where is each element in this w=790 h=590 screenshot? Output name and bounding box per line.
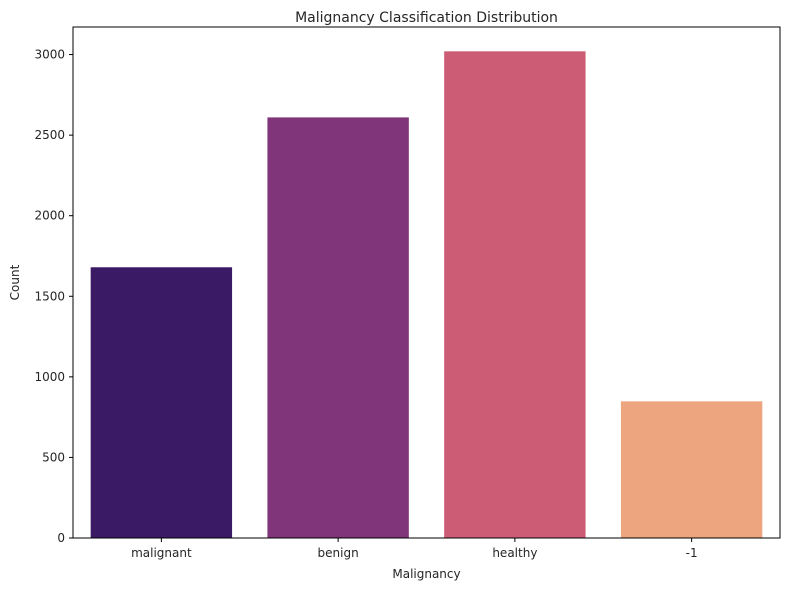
- y-tick-label: 1000: [34, 370, 65, 384]
- bar-minus-1: [620, 401, 763, 538]
- x-tick-label: -1: [686, 546, 698, 560]
- y-tick-label: 1500: [34, 289, 65, 303]
- x-axis-ticks: malignant benign healthy -1: [131, 538, 698, 560]
- y-axis-label: Count: [8, 264, 22, 300]
- plot-frame: [72, 26, 781, 539]
- y-tick-label: 2000: [34, 209, 65, 223]
- x-axis-label: Malignancy: [392, 567, 460, 581]
- bars-group: [90, 51, 763, 538]
- y-tick-label: 3000: [34, 48, 65, 62]
- y-tick-label: 2500: [34, 128, 65, 142]
- y-tick-label: 0: [57, 531, 65, 545]
- x-tick-label: benign: [318, 546, 359, 560]
- bar-benign: [267, 117, 409, 538]
- bar-healthy: [444, 51, 586, 538]
- y-axis-ticks: 0 500 1000 1500 2000 2500 3000: [34, 48, 73, 545]
- bar-malignant: [90, 267, 233, 538]
- chart-title: Malignancy Classification Distribution: [295, 10, 558, 26]
- y-tick-label: 500: [42, 450, 65, 464]
- x-tick-label: healthy: [492, 546, 537, 560]
- x-tick-label: malignant: [131, 546, 192, 560]
